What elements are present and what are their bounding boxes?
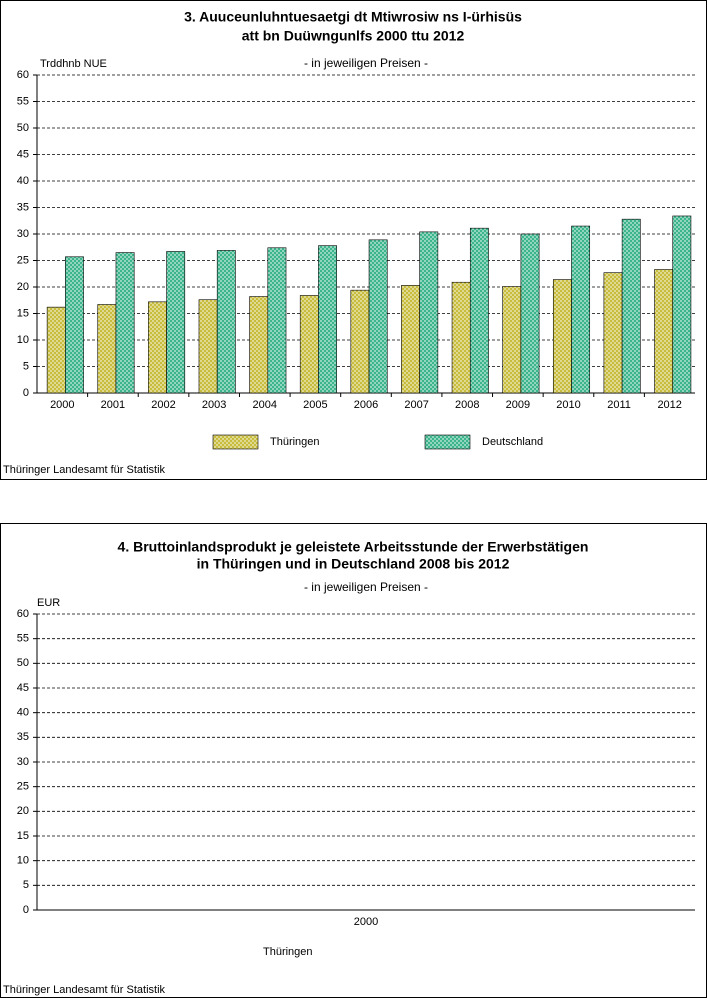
source: Thüringer Landesamt für Statistik <box>3 984 166 996</box>
y-tick-label: 45 <box>17 682 29 694</box>
source: Thüringer Landesamt für Statistik <box>3 464 166 476</box>
bar <box>299 295 319 394</box>
x-tick-label: 2000 <box>50 399 74 411</box>
y-tick-label: 20 <box>17 805 29 817</box>
y-axis-label: EUR <box>37 597 60 609</box>
y-tick-label: 5 <box>23 360 29 372</box>
bar <box>249 296 269 394</box>
bar <box>451 281 471 394</box>
legend-swatch <box>424 434 471 450</box>
bar <box>502 286 522 394</box>
y-tick-label: 25 <box>17 254 29 266</box>
bar <box>216 250 236 394</box>
x-tick-label: 2008 <box>455 399 479 411</box>
y-tick-label: 40 <box>17 175 29 187</box>
x-tick-label: 2006 <box>354 399 378 411</box>
bar <box>267 247 287 394</box>
chart-subtitle: - in jeweiligen Preisen - <box>304 56 428 70</box>
bar <box>198 299 218 394</box>
y-tick-label: 20 <box>17 281 29 293</box>
bar <box>654 269 674 394</box>
legend-label: Thüringen <box>263 946 313 958</box>
chart-title: in Thüringen und in Deutschland 2008 bis… <box>197 556 510 572</box>
legend-label: Thüringen <box>270 436 320 448</box>
bar <box>603 272 623 394</box>
bar <box>115 252 135 394</box>
bar <box>46 306 66 394</box>
bar <box>552 279 572 394</box>
chart-title: 3. Auuceunluhntuesaetgi dt Mtiwrosiw ns … <box>184 9 522 25</box>
bar <box>672 215 692 394</box>
bar <box>571 225 591 394</box>
legend-label: Deutschland <box>482 436 543 448</box>
bar <box>318 245 337 394</box>
y-tick-label: 60 <box>17 69 29 81</box>
y-tick-label: 30 <box>17 756 29 768</box>
bar <box>469 227 489 394</box>
x-tick-label: 2005 <box>303 399 327 411</box>
y-tick-label: 0 <box>23 387 29 399</box>
y-tick-label: 55 <box>17 633 29 645</box>
x-tick-label: 2007 <box>404 399 428 411</box>
y-tick-label: 35 <box>17 201 29 213</box>
x-tick-label: 2000 <box>354 916 378 928</box>
bar <box>419 231 439 394</box>
x-tick-label: 2009 <box>506 399 530 411</box>
y-tick-label: 40 <box>17 707 29 719</box>
bar <box>401 285 420 394</box>
bar <box>65 256 84 394</box>
x-tick-label: 2003 <box>202 399 226 411</box>
y-tick-label: 10 <box>17 855 29 867</box>
bar <box>97 304 117 394</box>
y-tick-label: 50 <box>17 657 29 669</box>
y-axis-label: Trddhnb NUE <box>40 58 107 70</box>
chart-title: att bn Duüwngunlfs 2000 ttu 2012 <box>242 28 465 44</box>
x-tick-label: 2011 <box>607 399 631 411</box>
y-tick-label: 60 <box>17 608 29 620</box>
y-tick-label: 30 <box>17 228 29 240</box>
legend-swatch <box>212 434 259 450</box>
x-tick-label: 2012 <box>657 399 681 411</box>
y-tick-label: 5 <box>23 879 29 891</box>
y-tick-label: 10 <box>17 334 29 346</box>
x-tick-label: 2002 <box>151 399 175 411</box>
y-tick-label: 45 <box>17 148 29 160</box>
bar <box>621 218 641 394</box>
y-tick-label: 15 <box>17 307 29 319</box>
y-tick-label: 35 <box>17 731 29 743</box>
y-tick-label: 25 <box>17 781 29 793</box>
y-tick-label: 55 <box>17 95 29 107</box>
y-tick-label: 50 <box>17 122 29 134</box>
x-tick-label: 2001 <box>101 399 125 411</box>
bar <box>350 289 370 394</box>
y-tick-label: 15 <box>17 830 29 842</box>
bar <box>166 251 186 394</box>
chart-subtitle: - in jeweiligen Preisen - <box>304 580 428 594</box>
chart-title: 4. Bruttoinlandsprodukt je geleistete Ar… <box>118 539 589 555</box>
x-tick-label: 2010 <box>556 399 580 411</box>
y-tick-label: 0 <box>23 904 29 916</box>
bar <box>148 301 167 394</box>
x-tick-label: 2004 <box>253 399 277 411</box>
bar <box>520 233 540 394</box>
bar <box>368 239 388 394</box>
